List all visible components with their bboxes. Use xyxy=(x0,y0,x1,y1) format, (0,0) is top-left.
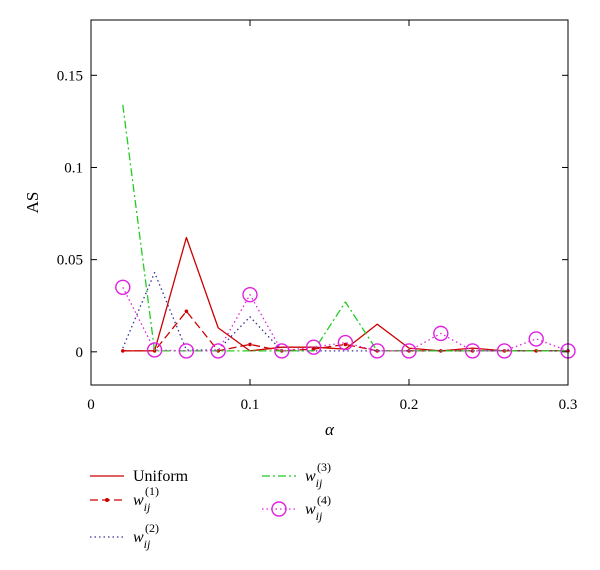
series-5-point xyxy=(146,342,163,358)
legend-entry-2-label-base: w xyxy=(133,492,144,509)
series-5-point xyxy=(305,339,322,355)
series-layer xyxy=(115,104,576,359)
legend-entry-1: Uniform xyxy=(90,468,189,485)
legend-entry-5-label-sup: (4) xyxy=(317,493,331,507)
series-2-point xyxy=(343,342,348,347)
series-5-line xyxy=(122,287,569,352)
series-2-point xyxy=(121,349,125,353)
series-3-point xyxy=(122,348,123,349)
legend-entry-5-label: wij (4) xyxy=(305,493,331,523)
axis-ticks: 0 0.1 0.2 0.3 0 0.05 0.1 0.15 xyxy=(57,20,578,413)
series-1-line xyxy=(122,236,568,352)
series-5-point xyxy=(242,286,258,303)
plot-frame xyxy=(90,19,569,386)
series-3-point xyxy=(345,350,346,351)
legend-entry-2-label: wij (1) xyxy=(133,484,159,514)
x-tick-label: 0.1 xyxy=(241,397,260,413)
series-1-point xyxy=(186,237,187,238)
series-4-point xyxy=(122,104,123,105)
series-2-point xyxy=(248,342,252,347)
legend-entry-2-label-sub: ij xyxy=(144,500,151,514)
series-5-point xyxy=(210,343,226,359)
series-5-point xyxy=(178,343,195,359)
series-1-point xyxy=(472,348,473,349)
series-1-point xyxy=(408,348,409,349)
series-4-line xyxy=(122,104,568,352)
legend-entry-3-label-sup: (2) xyxy=(145,521,159,535)
series-5-point xyxy=(496,343,513,359)
legend-entry-1-label: Uniform xyxy=(133,468,189,485)
series-3-line xyxy=(122,271,568,352)
legend-entry-4: wij (3) xyxy=(262,460,331,490)
legend-entry-2-marker xyxy=(105,498,109,502)
y-axis-label: AS xyxy=(23,192,42,214)
legend-entry-5-marker xyxy=(271,501,287,517)
x-axis-label: α xyxy=(325,420,335,439)
legend-entry-3: wij (2) xyxy=(90,521,159,551)
legend-entry-4-label: wij (3) xyxy=(305,460,331,490)
legend-entry-2-label-sup: (1) xyxy=(145,484,159,498)
legend-entry-5-label-sub: ij xyxy=(316,509,323,523)
legend-entry-3-label-base: w xyxy=(133,529,144,546)
x-tick-label: 0 xyxy=(87,397,95,413)
series-5-point xyxy=(464,343,481,359)
legend-entry-4-label-base: w xyxy=(305,468,316,485)
y-tick-label: 0.05 xyxy=(57,253,83,269)
series-5-point xyxy=(433,325,449,342)
legend-entry-3-label: wij (2) xyxy=(133,521,159,551)
legend-entry-5: wij (4) xyxy=(262,493,331,523)
y-tick-label: 0.15 xyxy=(57,68,83,84)
x-tick-label: 0.2 xyxy=(400,397,419,413)
x-tick-label: 0.3 xyxy=(559,397,578,413)
legend-entry-4-label-sup: (3) xyxy=(317,460,331,474)
series-4-point xyxy=(440,350,441,351)
series-4-point xyxy=(154,350,155,351)
series-2-point xyxy=(184,309,189,314)
legend-entry-1-label-base: Uniform xyxy=(133,468,189,485)
series-2-point xyxy=(311,347,316,351)
legend-entry-3-label-sub: ij xyxy=(144,537,151,551)
y-tick-label: 0.1 xyxy=(64,160,83,176)
series-2-point xyxy=(534,349,538,353)
series-5-point xyxy=(115,279,131,295)
series-5-point xyxy=(274,343,290,359)
series-4-point xyxy=(345,301,346,302)
y-tick-label: 0 xyxy=(76,345,84,361)
legend-entry-4-label-sub: ij xyxy=(316,476,323,490)
series-5-point xyxy=(369,343,385,359)
series-1-point xyxy=(377,324,378,325)
series-2-point xyxy=(152,349,157,353)
series-4-point xyxy=(186,350,187,351)
legend-entry-2: wij (1) xyxy=(90,484,159,514)
series-5-point xyxy=(337,334,354,351)
series-3-point xyxy=(154,272,155,273)
series-5-point xyxy=(528,331,544,347)
series-1-point xyxy=(218,327,219,328)
series-4-point xyxy=(249,350,250,351)
series-1-point xyxy=(281,347,282,348)
series-5-point xyxy=(401,343,417,359)
legend-entry-5-label-base: w xyxy=(305,501,316,518)
series-3-point xyxy=(249,316,250,317)
series-4-point xyxy=(536,350,537,351)
series-4-point xyxy=(218,350,219,351)
series-4-point xyxy=(313,350,314,351)
